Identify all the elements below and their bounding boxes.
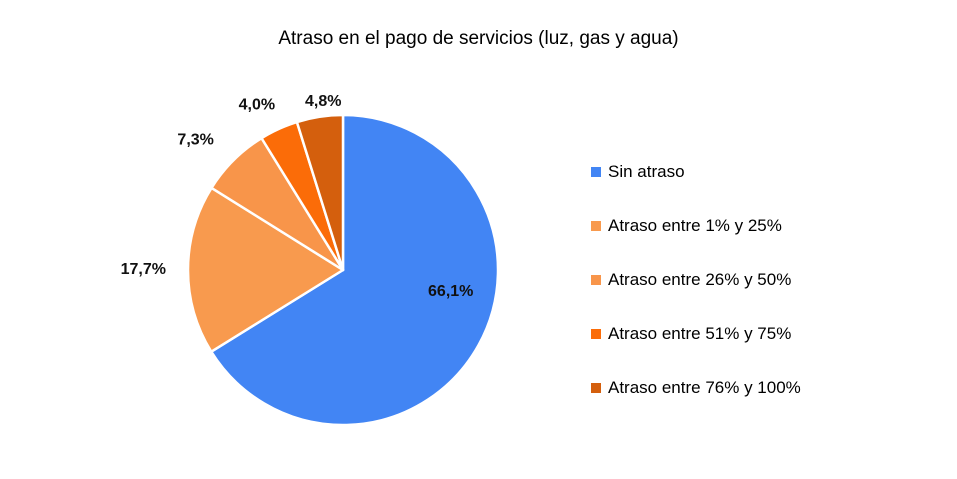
legend-item-atraso-1-25: Atraso entre 1% y 25% — [591, 212, 801, 239]
data-label-atraso-26-50: 7,3% — [177, 132, 213, 149]
legend-swatch — [591, 328, 601, 339]
data-label-atraso-51-75: 4,0% — [239, 97, 275, 114]
legend-item-atraso-26-50: Atraso entre 26% y 50% — [591, 266, 801, 293]
data-label-atraso-1-25: 17,7% — [121, 261, 166, 278]
legend-swatch — [591, 382, 601, 393]
legend: Sin atraso Atraso entre 1% y 25% Atraso … — [591, 158, 801, 428]
data-label-sin-atraso: 66,1% — [428, 283, 473, 300]
pie-slice-atraso-1-25 — [186, 186, 345, 353]
legend-label: Atraso entre 26% y 50% — [608, 269, 792, 289]
legend-item-atraso-51-75: Atraso entre 51% y 75% — [591, 320, 801, 347]
chart-title: Atraso en el pago de servicios (luz, gas… — [278, 28, 679, 49]
legend-swatch — [591, 274, 601, 285]
legend-item-atraso-76-100: Atraso entre 76% y 100% — [591, 374, 801, 401]
legend-swatch — [591, 220, 601, 231]
legend-swatch — [591, 166, 601, 177]
legend-item-sin-atraso: Sin atraso — [591, 158, 801, 185]
pie-slice-atraso-76-100 — [295, 113, 345, 272]
legend-label: Atraso entre 76% y 100% — [608, 377, 801, 397]
legend-label: Atraso entre 1% y 25% — [608, 215, 782, 235]
pie-slice-sin-atraso — [210, 113, 500, 427]
legend-label: Atraso entre 51% y 75% — [608, 323, 792, 343]
data-label-atraso-76-100: 4,8% — [305, 93, 341, 110]
legend-label: Sin atraso — [608, 161, 685, 181]
